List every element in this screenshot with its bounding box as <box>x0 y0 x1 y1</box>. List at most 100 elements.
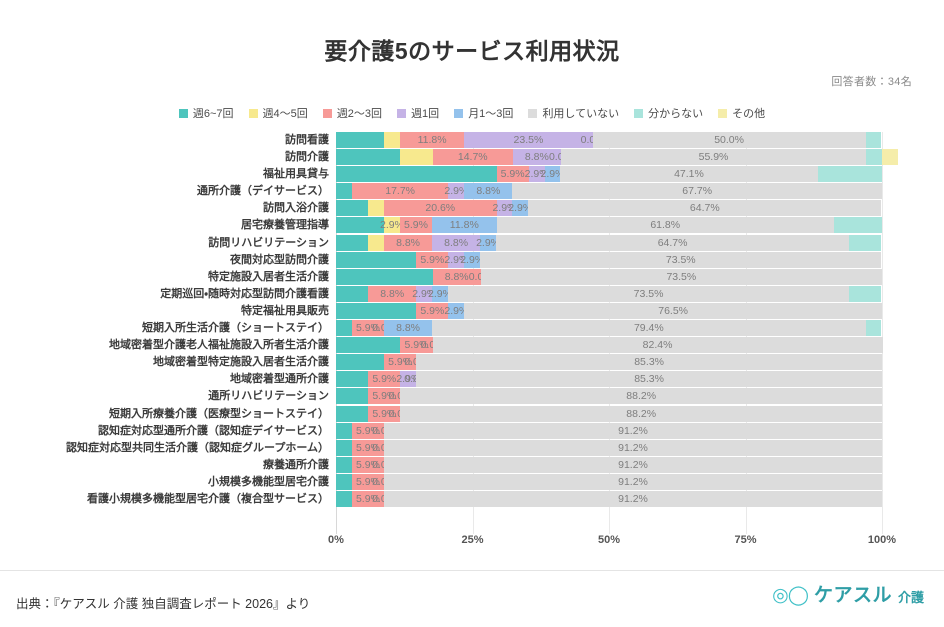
bar-segment[interactable]: 64.7% <box>495 234 850 251</box>
bar-segment[interactable]: 79.4% <box>432 320 866 337</box>
bar-segment[interactable]: 2.9% <box>444 302 468 319</box>
bar-segment[interactable]: 47.1% <box>560 166 818 183</box>
bar-segment[interactable] <box>336 183 352 200</box>
bar-segment[interactable]: 5.9% <box>351 490 385 507</box>
bar-row[interactable]: 居宅療養管理指導 2.9% 5.9% 11.8% 61.8% <box>241 217 882 234</box>
bar-segment[interactable]: 2.9% <box>508 200 532 217</box>
bar-segment[interactable]: 2.9% <box>444 183 468 200</box>
bar-segment[interactable]: 2.9% <box>412 285 436 302</box>
bar-segment[interactable] <box>881 149 898 166</box>
legend-item[interactable]: その他 <box>718 105 765 121</box>
bar-segment[interactable]: 11.8% <box>432 217 497 234</box>
legend-item[interactable]: 週2〜3回 <box>322 105 382 121</box>
bar-segment[interactable] <box>368 234 385 251</box>
bar-segment[interactable]: 73.5% <box>480 251 882 268</box>
bar-segment[interactable] <box>336 354 385 371</box>
bar-segment[interactable]: 2.9% <box>428 285 452 302</box>
bar-segment[interactable] <box>336 217 385 234</box>
bar-segment[interactable]: 73.5% <box>447 285 850 302</box>
bar-row[interactable]: 定期巡回・随時対応型訪問介護看護 8.8% 2.9% 2.9% 73.5% <box>160 285 882 302</box>
bar-segment[interactable]: 64.7% <box>528 200 882 217</box>
bar-segment[interactable]: 2.9% <box>396 371 420 388</box>
bar-segment[interactable]: 5.9% <box>368 371 401 388</box>
bar-segment[interactable]: 82.4% <box>432 337 883 354</box>
bar-segment[interactable] <box>336 268 433 285</box>
bar-segment[interactable]: 2.9% <box>460 251 484 268</box>
bar-segment[interactable] <box>336 132 385 148</box>
bar-row[interactable]: 訪問リハビリテーション 8.8% 8.8% 2.9% 64.7% <box>208 234 882 251</box>
bar-segment[interactable] <box>368 200 385 217</box>
bar-segment[interactable] <box>336 388 369 405</box>
bar-segment[interactable] <box>336 490 352 507</box>
bar-segment[interactable]: 5.9% <box>351 456 385 473</box>
bar-row[interactable]: 通所介護（デイサービス） 17.7% 2.9% 8.8% 67.7% <box>197 183 882 200</box>
bar-segment[interactable]: 5.9% <box>351 320 385 337</box>
bar-row[interactable]: 福祉用具貸与 5.9% 2.9% 2.9% 47.1% <box>263 166 882 183</box>
bar-segment[interactable]: 5.9% <box>368 405 401 422</box>
bar-segment[interactable]: 17.7% <box>351 183 449 200</box>
bar-segment[interactable]: 8.8% <box>512 149 561 166</box>
bar-row[interactable]: 認知症対応型共同生活介護（認知症グループホーム）5.9%0.0%91.2% <box>66 439 882 456</box>
bar-segment[interactable] <box>866 149 882 166</box>
bar-segment[interactable]: 5.9% <box>351 473 385 490</box>
bar-segment[interactable]: 8.8% <box>432 234 481 251</box>
bar-segment[interactable]: 91.2% <box>384 456 882 473</box>
legend-item[interactable]: 週1回 <box>397 105 439 121</box>
bar-segment[interactable]: 76.5% <box>464 302 882 319</box>
bar-segment[interactable]: 88.2% <box>400 405 882 422</box>
bar-segment[interactable]: 5.9% <box>400 337 433 354</box>
bar-segment[interactable]: 91.2% <box>384 490 882 507</box>
bar-segment[interactable] <box>336 234 369 251</box>
bar-segment[interactable] <box>336 371 369 388</box>
bar-segment[interactable] <box>865 132 882 148</box>
bar-row[interactable]: 訪問入浴介護 20.6% 2.9% 2.9% 64.7% <box>263 200 882 217</box>
legend-item[interactable]: 週4〜5回 <box>248 105 308 121</box>
bar-segment[interactable]: 55.9% <box>560 149 867 166</box>
bar-segment[interactable]: 23.5% <box>464 132 593 148</box>
bar-segment[interactable] <box>849 285 882 302</box>
bar-segment[interactable]: 5.9% <box>351 439 385 456</box>
bar-segment[interactable]: 91.2% <box>384 439 882 456</box>
bar-segment[interactable]: 61.8% <box>496 217 834 234</box>
bar-segment[interactable] <box>865 320 882 337</box>
bar-segment[interactable]: 91.2% <box>384 422 882 439</box>
bar-segment[interactable]: 8.8% <box>384 234 433 251</box>
bar-row[interactable]: 看護小規模多機能型居宅介護（複合型サービス）5.9%0.0%91.2% <box>87 490 882 507</box>
bar-segment[interactable]: 5.9% <box>351 422 385 439</box>
bar-segment[interactable] <box>817 166 882 183</box>
bar-segment[interactable]: 8.8% <box>464 183 513 200</box>
bar-segment[interactable] <box>336 285 369 302</box>
bar-segment[interactable]: 85.3% <box>416 354 882 371</box>
bar-segment[interactable] <box>400 149 433 166</box>
bar-segment[interactable] <box>336 337 401 354</box>
bar-segment[interactable] <box>849 234 882 251</box>
bar-row[interactable]: 短期入所療養介護（医療型ショートステイ）5.9%0.0%88.2% <box>109 405 882 422</box>
bar-segment[interactable]: 5.9% <box>496 166 529 183</box>
bar-segment[interactable]: 85.3% <box>416 371 882 388</box>
bar-segment[interactable] <box>336 251 417 268</box>
bar-row[interactable]: 短期入所生活介護（ショートステイ）5.9%0.0%8.8%79.4% <box>142 320 882 337</box>
bar-segment[interactable] <box>336 456 352 473</box>
bar-segment[interactable]: 2.9% <box>476 234 500 251</box>
bar-segment[interactable]: 5.9% <box>416 302 449 319</box>
bar-segment[interactable] <box>336 320 352 337</box>
bar-segment[interactable] <box>336 439 352 456</box>
bar-segment[interactable] <box>336 473 352 490</box>
legend-item[interactable]: 月1〜3回 <box>454 105 513 121</box>
bar-segment[interactable]: 73.5% <box>480 268 882 285</box>
bar-segment[interactable]: 11.8% <box>399 132 465 148</box>
bar-segment[interactable]: 2.9% <box>492 200 516 217</box>
bar-segment[interactable] <box>336 200 369 217</box>
bar-segment[interactable]: 2.9% <box>444 251 468 268</box>
bar-segment[interactable] <box>336 166 497 183</box>
bar-segment[interactable] <box>336 405 369 422</box>
bar-segment[interactable]: 91.2% <box>384 473 882 490</box>
bar-segment[interactable] <box>336 149 401 166</box>
bar-row[interactable]: 特定福祉用具販売 5.9% 2.9% 76.5% <box>241 302 882 319</box>
